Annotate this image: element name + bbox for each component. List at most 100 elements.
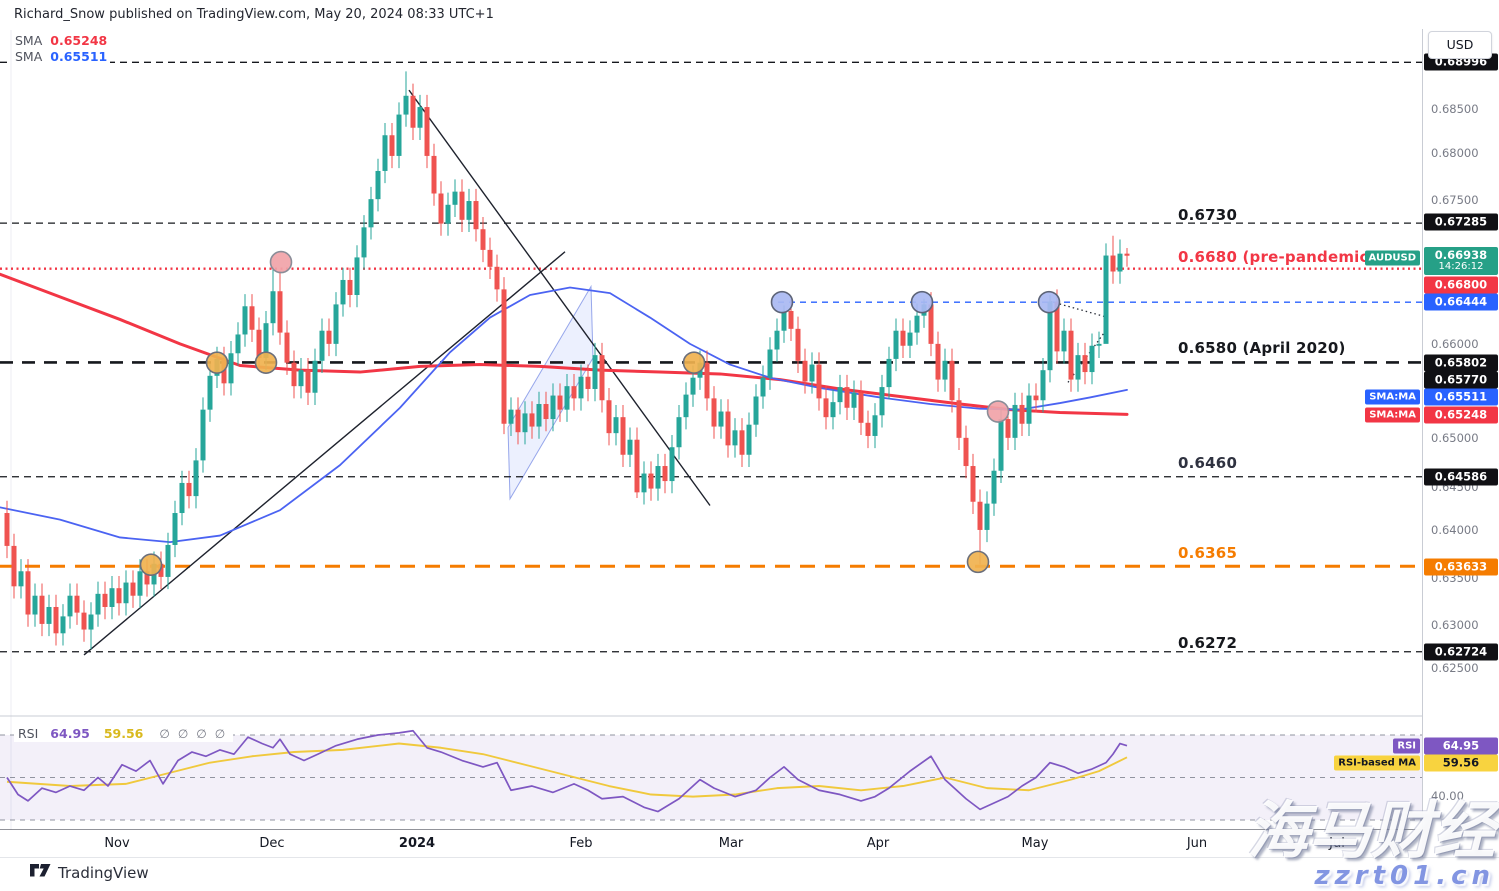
candle-body [900, 330, 906, 346]
candle-body [746, 424, 752, 455]
candle-body [690, 377, 696, 395]
series-tag: RSI [1393, 738, 1420, 754]
candle-body [599, 355, 605, 401]
level-annotation: 0.6680 (pre-pandemic low) [1178, 248, 1411, 266]
price-badge: 64.95 [1424, 737, 1498, 755]
candle-body [543, 404, 549, 420]
month-label: May [1021, 836, 1049, 851]
rsi-value: 64.95 [50, 726, 90, 741]
price-badge: 0.66444 [1424, 293, 1498, 311]
candle-body [711, 398, 717, 427]
candle-body [361, 227, 367, 258]
candle-body [907, 332, 913, 346]
candle-body [53, 606, 59, 634]
sma-value: 0.65511 [50, 49, 108, 64]
trendline [83, 251, 566, 656]
candle-body [403, 95, 409, 115]
candle-body [536, 404, 542, 427]
candle-body [347, 279, 353, 296]
candle-body [704, 362, 710, 399]
candle-body [389, 135, 395, 156]
candle-body [1075, 355, 1081, 380]
candle-body [725, 411, 731, 446]
tradingview-logo-icon[interactable] [30, 862, 51, 883]
candle-body [410, 95, 416, 128]
hidden-value-icon: ∅ [177, 727, 189, 741]
candle-body [249, 306, 255, 330]
price-scale-axis[interactable]: USD 0.68500 0.68000 0.67500 0.66000 0.65000 0… [1422, 29, 1499, 857]
candle-body [291, 362, 297, 387]
price-badge: 0.66938 14:26:12 [1424, 247, 1498, 275]
series-tag: SMA:MA [1365, 407, 1420, 423]
candle-body [116, 588, 122, 604]
price-badge: 0.65248 [1424, 406, 1498, 424]
candle-body [781, 310, 787, 331]
candle-body [88, 614, 94, 630]
price-badge: 0.63633 [1424, 558, 1498, 576]
candle-body [760, 377, 766, 397]
candle-body [809, 364, 815, 382]
candle-body [81, 612, 87, 630]
candle-body [620, 417, 626, 455]
candle-body [844, 387, 850, 408]
orange-circle-marker [254, 351, 278, 374]
tradingview-brand[interactable]: TradingView [58, 863, 149, 882]
price-badge: 0.65511 [1424, 388, 1498, 406]
candle-body [473, 201, 479, 230]
candle-body [480, 229, 486, 250]
candle-body [893, 330, 899, 359]
hidden-value-icon: ∅ [214, 727, 226, 741]
candle-body [60, 616, 66, 634]
candle-body [466, 201, 472, 220]
series-tag: RSI-based MA [1334, 755, 1420, 771]
candle-body [172, 513, 178, 545]
candle-body [795, 328, 801, 361]
candle-body [564, 386, 570, 410]
currency-toggle-button[interactable]: USD [1428, 31, 1492, 59]
candle-body [802, 360, 808, 382]
candle-body [452, 191, 458, 205]
rsi-ma-line [6, 742, 1128, 798]
candle-body [984, 503, 990, 530]
level-annotation: 0.6365 [1178, 544, 1238, 562]
candle-body [277, 291, 283, 333]
candle-body [431, 155, 437, 194]
orange-circle-marker [139, 553, 163, 577]
candle-body [102, 593, 108, 607]
price-badge: 0.62724 [1424, 643, 1498, 661]
candle-body [165, 544, 171, 577]
candle-body [305, 370, 311, 393]
level-annotation: 0.6272 [1178, 634, 1238, 652]
candle-body [333, 304, 339, 344]
candle-body [4, 513, 10, 546]
sma-legend: SMA 0.65248 SMA 0.65511 [12, 33, 111, 65]
candle-body [1082, 355, 1088, 373]
candle-body [1103, 255, 1109, 344]
candle-body [508, 409, 514, 424]
month-label: Jul [1329, 836, 1345, 851]
candle-body [634, 439, 640, 493]
candle-body [25, 571, 31, 615]
price-tick: 0.68000 [1431, 146, 1479, 160]
candle-body [935, 343, 941, 380]
hidden-value-icon: ∅ [159, 727, 170, 741]
sma-line [0, 286, 1128, 544]
candle-body [823, 398, 829, 418]
candle-body [179, 482, 185, 514]
price-badge: 0.64586 [1424, 468, 1498, 486]
candle-body [1117, 253, 1123, 272]
price-tick: 0.64000 [1431, 523, 1479, 537]
candle-body [207, 375, 213, 410]
candle-body [753, 396, 759, 425]
candle-body [200, 409, 206, 461]
candle-body [676, 417, 682, 448]
price-badge: 0.65770 [1424, 371, 1498, 389]
time-axis[interactable]: Nov Dec 2024 Feb Mar Apr May Jun Jul [0, 830, 1422, 857]
candle-body [487, 249, 493, 267]
candle-body [830, 402, 836, 418]
candle-body [816, 364, 822, 399]
hidden-series-icons: ∅ ∅ ∅ ∅ [155, 726, 229, 741]
candle-body [641, 473, 647, 493]
series-tag: AUDUSD [1364, 250, 1420, 266]
